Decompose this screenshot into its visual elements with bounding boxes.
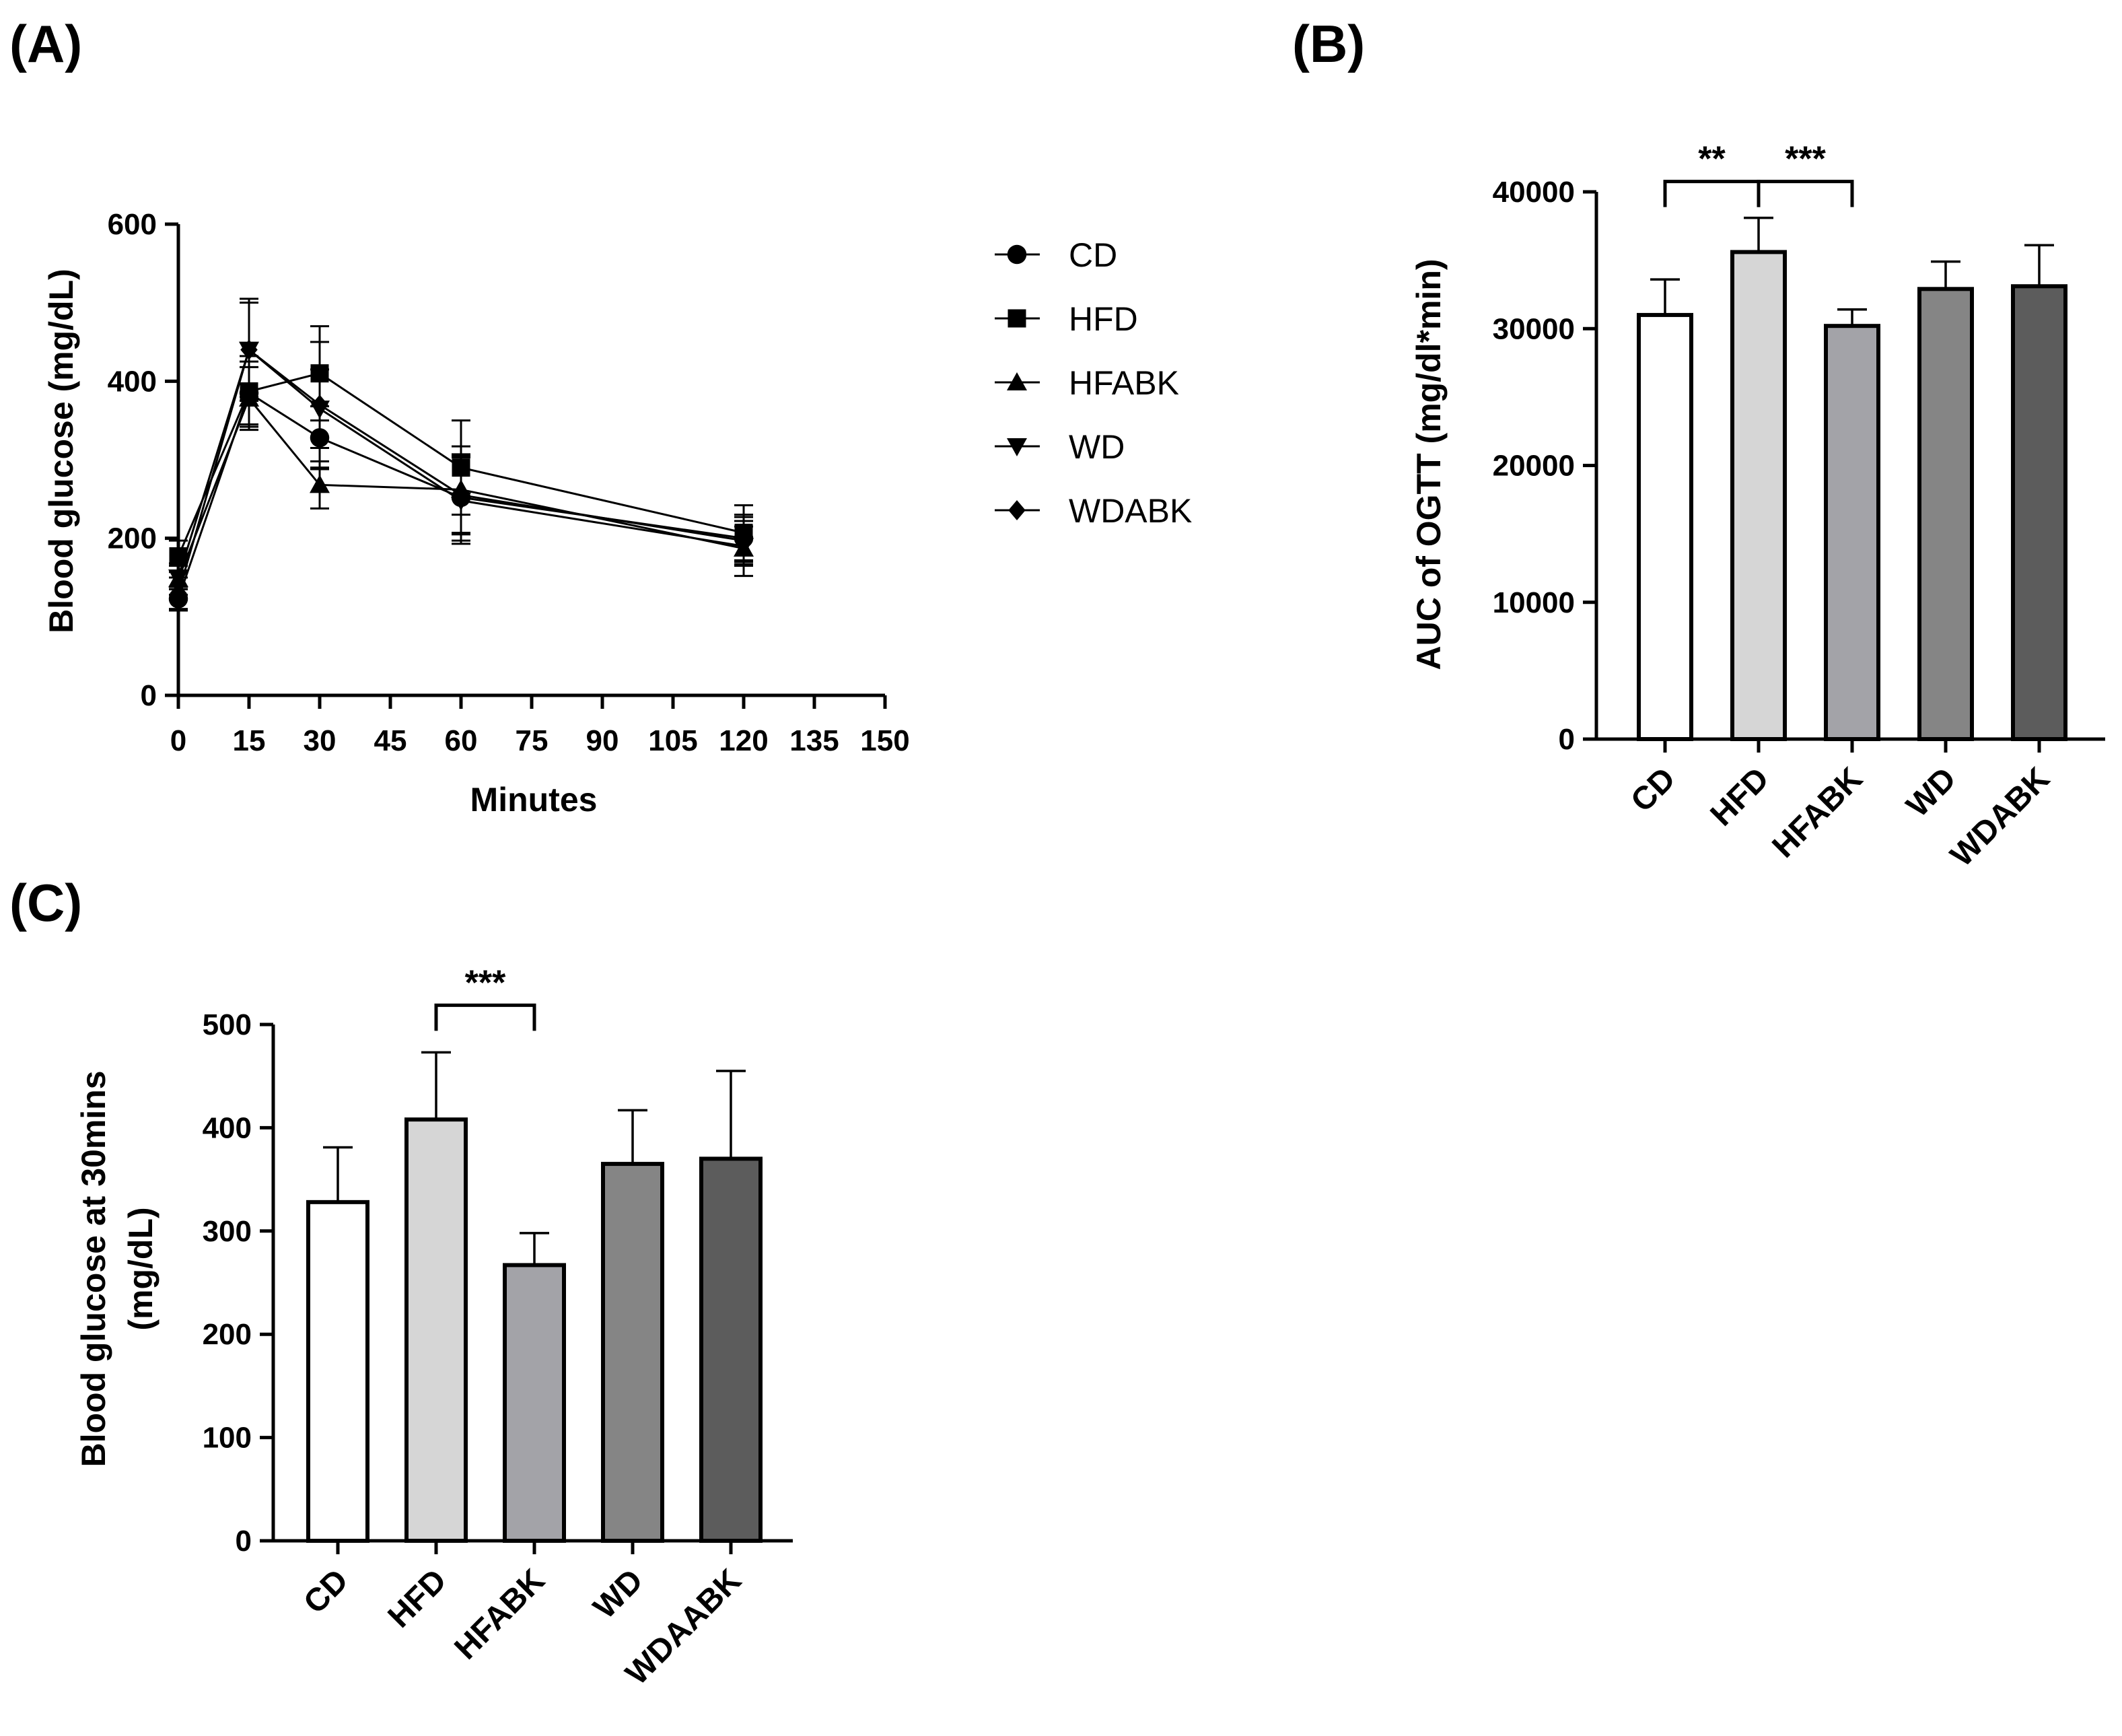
panel-a-x-tick-label: 105 [648, 724, 697, 757]
panel-a-label: (A) [9, 14, 82, 73]
panel-c-bar-wdaabk [699, 1156, 763, 1543]
panel-c-bar-hfabk [503, 1263, 566, 1543]
panel-a-legend-marker-cd [1007, 244, 1027, 265]
panel-b-bar-wdabk [2011, 284, 2067, 741]
panel-a-point-wdabk [311, 394, 328, 415]
panel-b-bar-hfabk [1824, 324, 1880, 741]
panel-a-legend-label-cd: CD [1069, 236, 1117, 274]
panel-c-y-tick-label: 300 [203, 1215, 252, 1248]
panel-a-point-wdabk [735, 530, 752, 551]
panel-a-x-tick-label: 60 [445, 724, 478, 757]
panel-a-legend-label-hfabk: HFABK [1069, 364, 1179, 402]
panel-c-y-tick-label: 400 [203, 1111, 252, 1144]
panel-a-x-tick-label: 135 [789, 724, 839, 757]
panel-b-category-label-hfd: HFD [1704, 761, 1776, 833]
panel-a-y-tick-label: 600 [108, 208, 157, 241]
panel-c-label: (C) [9, 873, 82, 932]
panel-b-category-label-wdabk: WDABK [1944, 761, 2057, 874]
panel-b-label: (B) [1292, 14, 1365, 73]
panel-a-x-tick-label: 90 [586, 724, 619, 757]
panel-a-y-axis-title: Blood glucose (mg/dL) [42, 269, 80, 633]
panel-a-point-wdabk [452, 485, 470, 506]
panel-a-legend-marker-hfabk [1007, 372, 1027, 390]
panel-c-y-tick-label: 100 [203, 1422, 252, 1455]
panel-c-bar-wd [601, 1162, 664, 1543]
panel-a-x-axis-title: Minutes [470, 781, 598, 819]
panel-a-x-tick-label: 15 [233, 724, 266, 757]
panel-c-significance-label: *** [465, 963, 506, 1002]
panel-c-bar-hfd [404, 1117, 468, 1543]
panel-a-x-tick-label: 30 [304, 724, 337, 757]
panel-b-category-label-hfabk: HFABK [1765, 761, 1870, 865]
panel-a-point-wdabk [170, 583, 187, 604]
panel-a-legend-marker-wd [1007, 438, 1027, 456]
panel-b-bar-cd [1637, 312, 1693, 741]
panel-a-legend-marker-wdabk [1008, 500, 1026, 520]
panel-a-x-tick-label: 75 [516, 724, 549, 757]
panel-a-x-tick-label: 0 [170, 724, 186, 757]
panel-b-bar-hfd [1730, 250, 1787, 741]
panel-c-category-label-cd: CD [297, 1562, 355, 1620]
panel-b-bar-chart: (B) AUC of OGTT (mg/dl*min) 0 10000 20000 3… [1292, 14, 2105, 874]
panel-b-y-tick-label: 30000 [1493, 312, 1575, 345]
panel-a-x-tick-label: 45 [374, 724, 407, 757]
panel-c-category-label-hfd: HFD [382, 1562, 454, 1634]
panel-c-bar-chart: (C) Blood glucose at 30mins (mg/dL) 0 100… [9, 873, 793, 1692]
panel-a-y-tick-label: 400 [108, 365, 157, 398]
panel-a-line-chart: (A) Minutes Blood glucose (mg/dL) 0 15 30 4… [9, 14, 1192, 819]
panel-b-significance-label: *** [1785, 140, 1826, 179]
panel-a-legend-label-wdabk: WDABK [1069, 492, 1192, 530]
panel-b-significance-label: ** [1698, 140, 1726, 179]
panel-c-y-tick-label: 0 [236, 1525, 252, 1558]
panel-a-y-tick-label: 200 [108, 522, 157, 555]
panel-a-y-tick-label: 0 [141, 679, 157, 712]
panel-b-y-tick-label: 40000 [1493, 176, 1575, 209]
panel-c-category-label-hfabk: HFABK [448, 1562, 552, 1667]
panel-c-y-tick-label: 200 [203, 1318, 252, 1351]
panel-a-point-hfabk [310, 475, 330, 493]
panel-a-x-tick-label: 150 [860, 724, 909, 757]
panel-c-category-label-wd: WD [587, 1562, 650, 1626]
panel-a-legend-marker-hfd [1007, 309, 1026, 328]
panel-b-bar-wd [1917, 287, 1974, 741]
panel-b-y-tick-label: 0 [1559, 723, 1575, 756]
panel-c-y-tick-label: 500 [203, 1008, 252, 1041]
panel-c-significance-bracket [434, 1003, 536, 1031]
panel-c-y-axis-title-line1: Blood glucose at 30mins [75, 1070, 112, 1467]
panel-b-y-axis-title: AUC of OGTT (mg/dl*min) [1410, 258, 1448, 670]
panel-b-significance-bracket [1757, 180, 1854, 207]
panel-a-point-wdabk [240, 339, 258, 360]
panel-b-y-tick-label: 10000 [1493, 586, 1575, 619]
panel-b-significance-bracket [1663, 180, 1761, 207]
panel-c-bar-cd [306, 1200, 369, 1543]
panel-a-legend-label-hfd: HFD [1069, 300, 1138, 338]
panel-a-x-tick-label: 120 [719, 724, 768, 757]
panel-b-category-label-wd: WD [1900, 761, 1963, 824]
panel-c-y-axis-title-line2: (mg/dL) [122, 1207, 160, 1330]
panel-a-legend-label-wd: WD [1069, 428, 1125, 466]
panel-b-category-label-cd: CD [1624, 761, 1682, 819]
panel-b-y-tick-label: 20000 [1493, 450, 1575, 483]
